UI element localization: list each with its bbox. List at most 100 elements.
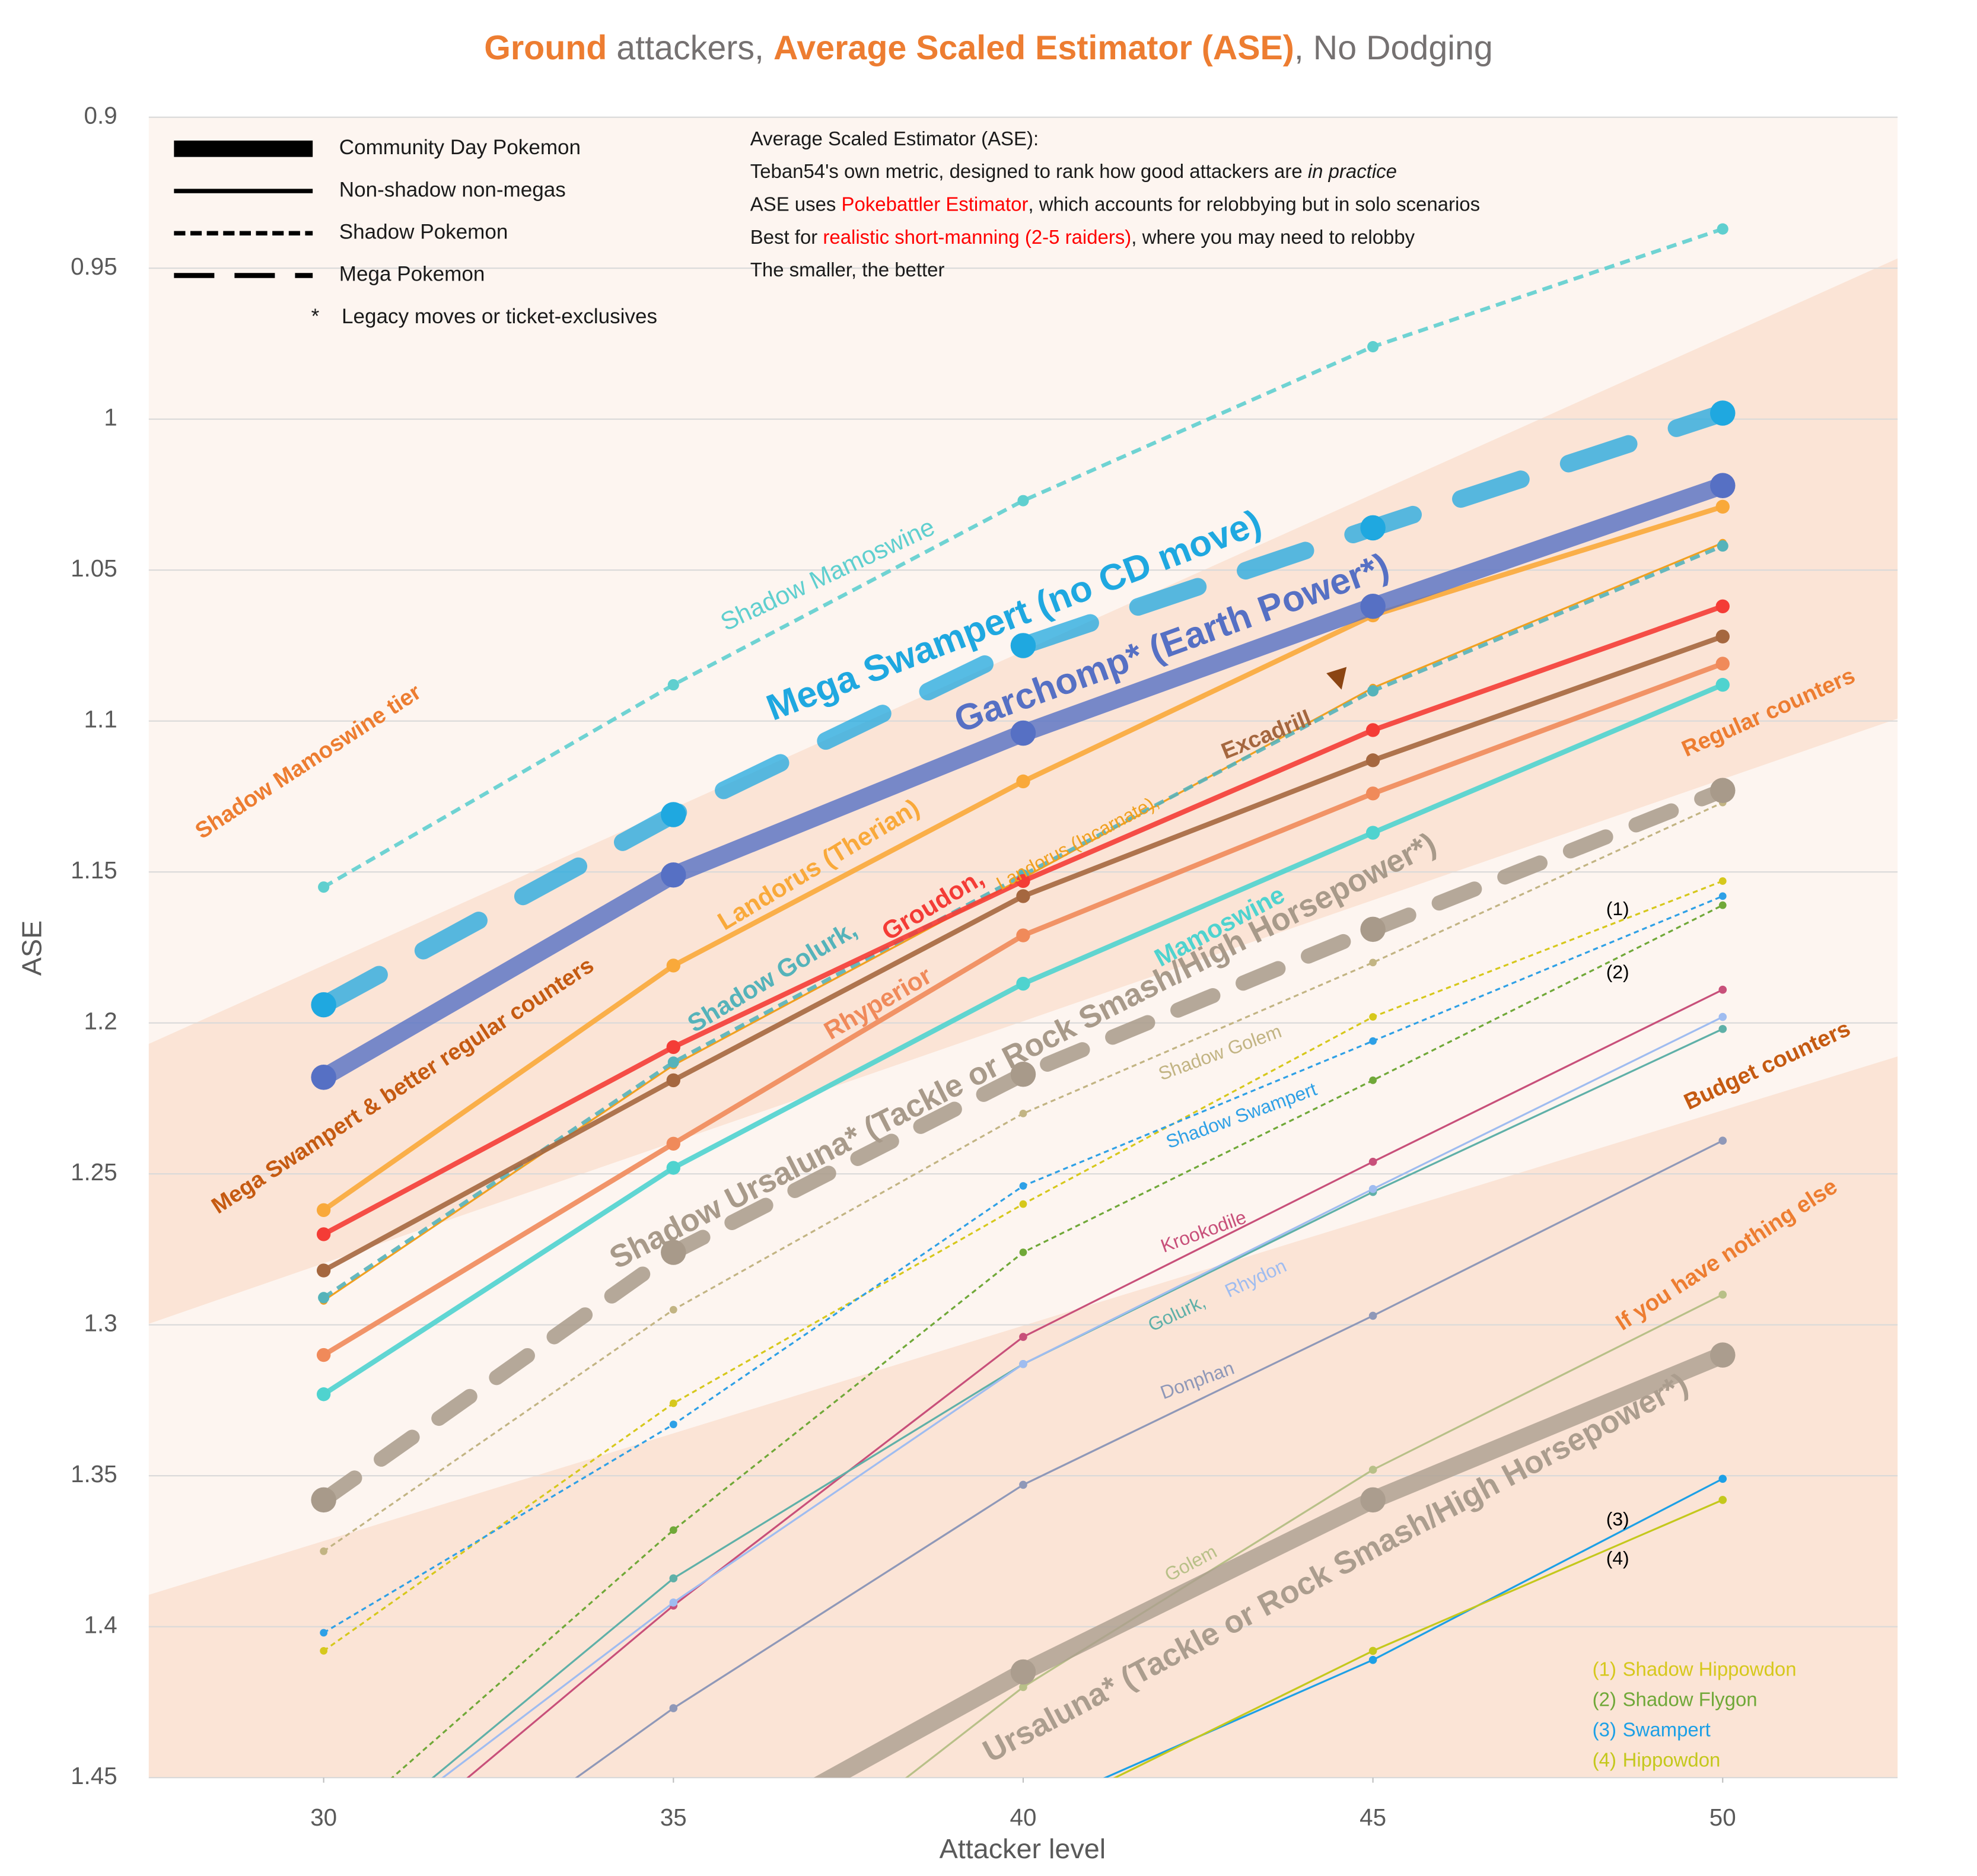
data-point — [669, 1704, 678, 1712]
x-tick-label: 30 — [310, 1804, 337, 1831]
title-part: attackers, — [607, 29, 773, 67]
data-point — [1019, 1110, 1027, 1117]
note-part: , which accounts for relobbying but in s… — [1028, 193, 1480, 215]
data-point — [1365, 786, 1380, 801]
data-point — [311, 1065, 336, 1090]
footnote-tag: (1) — [1593, 1658, 1616, 1680]
footnote: (1) Shadow Hippowdon — [1593, 1658, 1797, 1680]
data-point — [320, 1834, 327, 1842]
y-tick-label: 1.15 — [71, 856, 117, 884]
data-point — [318, 881, 330, 893]
data-point — [666, 958, 680, 973]
data-point — [1010, 720, 1036, 746]
title-part: Average Scaled Estimator (ASE) — [773, 29, 1294, 67]
data-point — [1717, 540, 1728, 552]
data-point — [667, 679, 679, 691]
data-point — [1718, 1136, 1727, 1145]
data-point — [1710, 400, 1736, 426]
data-point — [1368, 1311, 1377, 1320]
data-point — [1715, 599, 1730, 613]
note-part: Pokebattler Estimator — [842, 193, 1029, 215]
data-point — [320, 1864, 328, 1872]
data-point — [1016, 874, 1030, 888]
note-part: , where you may need to relobby — [1131, 225, 1415, 247]
series-tag: (1) — [1606, 898, 1629, 919]
legend-label: Legacy moves or ticket-exclusives — [342, 305, 657, 328]
data-point — [316, 1348, 331, 1362]
y-tick-label: 0.9 — [84, 101, 117, 129]
x-axis-title: Attacker level — [940, 1833, 1106, 1864]
legend-label: Shadow Pokemon — [339, 221, 508, 244]
data-point — [666, 1073, 680, 1088]
data-point — [1718, 892, 1727, 900]
data-point — [1715, 629, 1730, 644]
data-point — [1019, 1683, 1027, 1692]
footnote-name: Swampert — [1623, 1718, 1711, 1740]
data-point — [1368, 1158, 1377, 1166]
data-point — [1019, 1200, 1027, 1208]
y-tick-label: 1.4 — [84, 1611, 117, 1638]
data-point — [320, 1547, 328, 1555]
y-tick-label: 0.95 — [71, 253, 117, 280]
data-point — [1016, 928, 1030, 942]
data-point — [669, 1598, 678, 1607]
footnote: (4) Hippowdon — [1593, 1748, 1721, 1770]
data-point — [1368, 1655, 1377, 1664]
data-point — [316, 1203, 331, 1217]
x-tick-label: 40 — [1010, 1804, 1036, 1831]
y-tick-label: 1.25 — [71, 1158, 117, 1186]
data-point — [669, 1305, 677, 1314]
data-point — [320, 1647, 328, 1655]
data-point — [1019, 1360, 1027, 1368]
note-part: realistic short-manning (2-5 raiders) — [823, 225, 1131, 247]
data-point — [666, 1136, 680, 1151]
footnote: (3) Swampert — [1593, 1718, 1711, 1740]
data-point — [1016, 976, 1030, 991]
data-point — [1010, 1061, 1036, 1087]
footnote-tag: (3) — [1593, 1718, 1616, 1740]
data-point — [1718, 1012, 1727, 1021]
title-part: , No Dodging — [1294, 29, 1493, 67]
data-point — [318, 1292, 330, 1304]
data-point — [1717, 223, 1728, 235]
data-point — [1368, 1184, 1377, 1193]
data-point — [1368, 1646, 1377, 1655]
arrow — [1326, 667, 1347, 690]
data-point — [669, 1526, 677, 1534]
data-point — [1016, 774, 1030, 789]
data-point — [666, 1040, 680, 1055]
data-point — [1360, 515, 1386, 541]
data-point — [1710, 1342, 1736, 1368]
data-point — [1019, 1248, 1027, 1256]
data-point — [1365, 826, 1380, 840]
data-point — [1718, 901, 1727, 909]
data-point — [1718, 1496, 1727, 1504]
x-tick-label: 45 — [1360, 1804, 1386, 1831]
note-line: ASE uses Pokebattler Estimator, which ac… — [750, 193, 1480, 215]
y-axis-title: ASE — [17, 921, 47, 976]
data-point — [1718, 1025, 1727, 1033]
note-part: ASE uses — [750, 193, 842, 215]
data-point — [1367, 685, 1379, 697]
series-tag: (2) — [1606, 961, 1629, 982]
tier-band — [148, 1056, 1898, 1778]
y-tick-label: 1.35 — [71, 1460, 117, 1488]
data-point — [661, 1240, 686, 1265]
y-tick-label: 1 — [104, 403, 117, 431]
legend-label: Mega Pokemon — [339, 263, 485, 286]
data-point — [1710, 778, 1736, 804]
data-point — [669, 1420, 677, 1429]
data-point — [1360, 1487, 1386, 1513]
series-line — [323, 801, 1723, 1552]
data-point — [316, 1263, 331, 1278]
series-tag: (4) — [1606, 1547, 1629, 1569]
series-line — [323, 227, 1724, 889]
tier-bands — [148, 117, 1898, 1778]
data-point — [316, 1227, 331, 1241]
data-point — [320, 1629, 328, 1637]
data-point — [1367, 340, 1379, 353]
data-point — [669, 1399, 677, 1407]
x-tick-label: 50 — [1709, 1804, 1736, 1831]
